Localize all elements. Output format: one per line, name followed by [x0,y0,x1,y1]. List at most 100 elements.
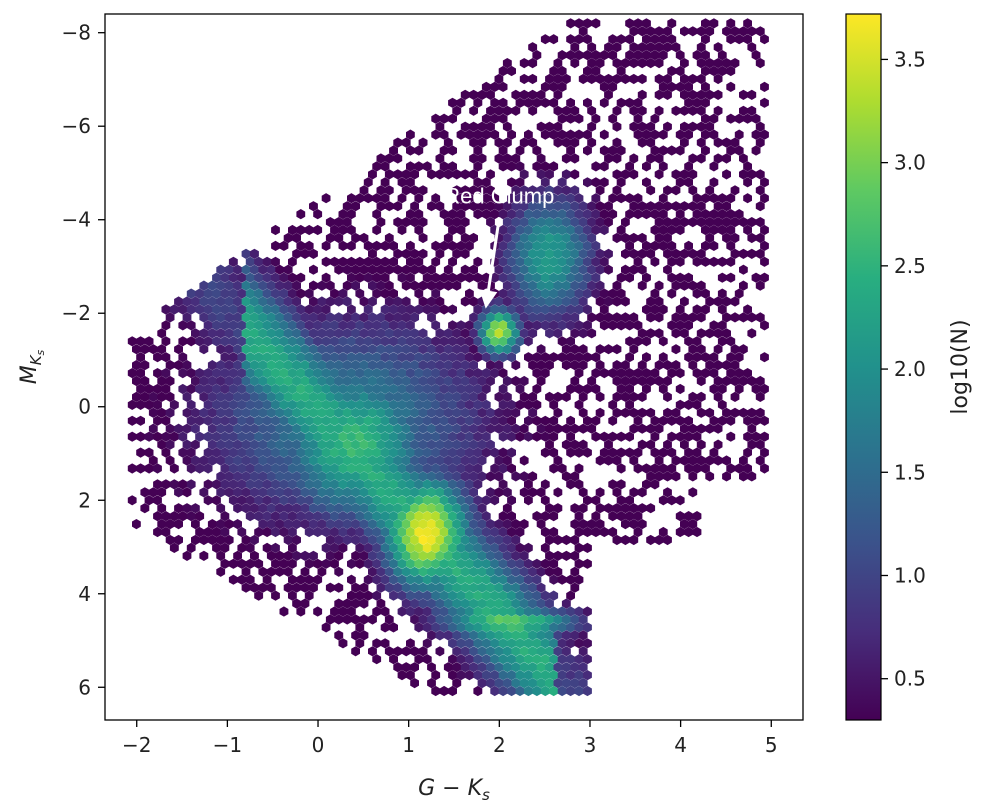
hexbin-cell [401,598,411,609]
hexbin-cell [334,503,344,514]
hexbin-cell [477,137,487,148]
hexbin-cell [507,542,516,553]
hexbin-cell [739,105,748,116]
hexbin-cell [452,487,462,498]
hexbin-cell [304,368,314,379]
hexbin-cell [549,399,559,410]
hexbin-cell [701,368,710,379]
hexbin-cell [616,463,626,474]
hexbin-cell [658,352,668,363]
hexbin-cell [469,328,478,339]
hexbin-cell [448,685,457,697]
hexbin-cell [574,558,584,569]
hexbin-cell [212,447,221,458]
hexbin-cell [262,511,272,522]
hexbin-cell [465,129,474,140]
hexbin-cell [701,193,710,204]
hexbin-cell [553,280,563,291]
hexbin-cell [553,550,563,561]
hexbin-cell [228,495,238,506]
hexbin-cell [663,248,672,259]
hexbin-cell [663,121,672,132]
hexbin-cell [549,654,559,665]
hexbin-cell [296,399,306,410]
hexbin-cell [258,375,268,387]
hexbin-cell [734,463,744,474]
hexbin-cell [583,447,592,458]
hexbin-cell [680,328,689,339]
hexbin-cell [637,58,647,69]
hexbin-cell [481,511,491,522]
hexbin-cell [705,296,715,307]
hexbin-cell [288,288,297,299]
hexbin-cell [481,431,491,442]
hexbin-cell [498,113,508,124]
hexbin-cell [629,232,639,244]
hexbin-cell [279,447,289,458]
hexbin-cell [384,153,394,164]
hexbin-cell [317,344,327,355]
hexbin-cell [191,407,200,418]
hexbin-cell [549,193,559,204]
hexbin-cell [372,224,382,236]
hexbin-cell [680,296,689,307]
hexbin-cell [629,391,639,402]
hexbin-cell [161,383,171,395]
hexbin-cell [266,423,276,434]
hexbin-cell [502,423,512,434]
hexbin-cell [760,320,769,331]
hexbin-cell [726,193,736,204]
hexbin-cell [254,336,264,347]
hexbin-cell [549,161,559,172]
hexbin-cell [228,304,238,315]
hexbin-cell [220,288,230,299]
hexbin-cell [524,193,533,204]
hexbin-cell [406,368,415,379]
hexbin-cell [473,685,483,697]
hexbin-cell [460,232,470,244]
hexbin-cell [557,622,567,633]
hexbin-cell [574,288,584,299]
hexbin-cell [490,113,500,124]
hexbin-cell [355,193,365,204]
hexbin-cell [363,352,373,363]
hexbin-cell [363,177,373,188]
hexbin-cell [376,582,386,593]
hexbin-cell [642,129,651,140]
hexbin-cell [169,463,179,474]
hexbin-cell [456,542,466,553]
hexbin-cell [755,455,765,466]
hexbin-cell [477,391,487,402]
hexbin-cell [717,399,727,410]
hexbin-cell [755,121,765,132]
hexbin-cell [317,519,327,530]
hexbin-cell [317,312,327,323]
hexbin-cell [368,375,377,387]
hexbin-cell [717,415,727,426]
hexbin-cell [288,590,297,601]
hexbin-cell [292,248,301,259]
hexbin-cell [701,129,710,140]
hexbin-cell [658,81,668,92]
hexbin-cell [380,447,390,458]
hexbin-cell [574,240,584,251]
hexbin-cell [671,312,681,323]
hexbin-cell [566,622,575,633]
hexbin-cell [448,145,457,156]
hexbin-cell [658,495,668,506]
hexbin-cell [755,217,765,228]
hexbin-cell [220,336,230,347]
hexbin-cell [574,113,584,124]
hexbin-cell [587,264,597,275]
hexbin-cell [460,519,470,530]
hexbin-cell [490,415,500,426]
hexbin-cell [536,662,546,673]
hexbin-cell [448,558,457,569]
hexbin-cell [422,447,432,458]
hexbin-cell [549,431,559,442]
hexbin-cell [258,296,268,307]
hexbin-cell [688,344,698,355]
hexbin-cell [262,542,272,553]
hexbin-cell [321,256,331,267]
hexbin-cell [355,590,365,601]
